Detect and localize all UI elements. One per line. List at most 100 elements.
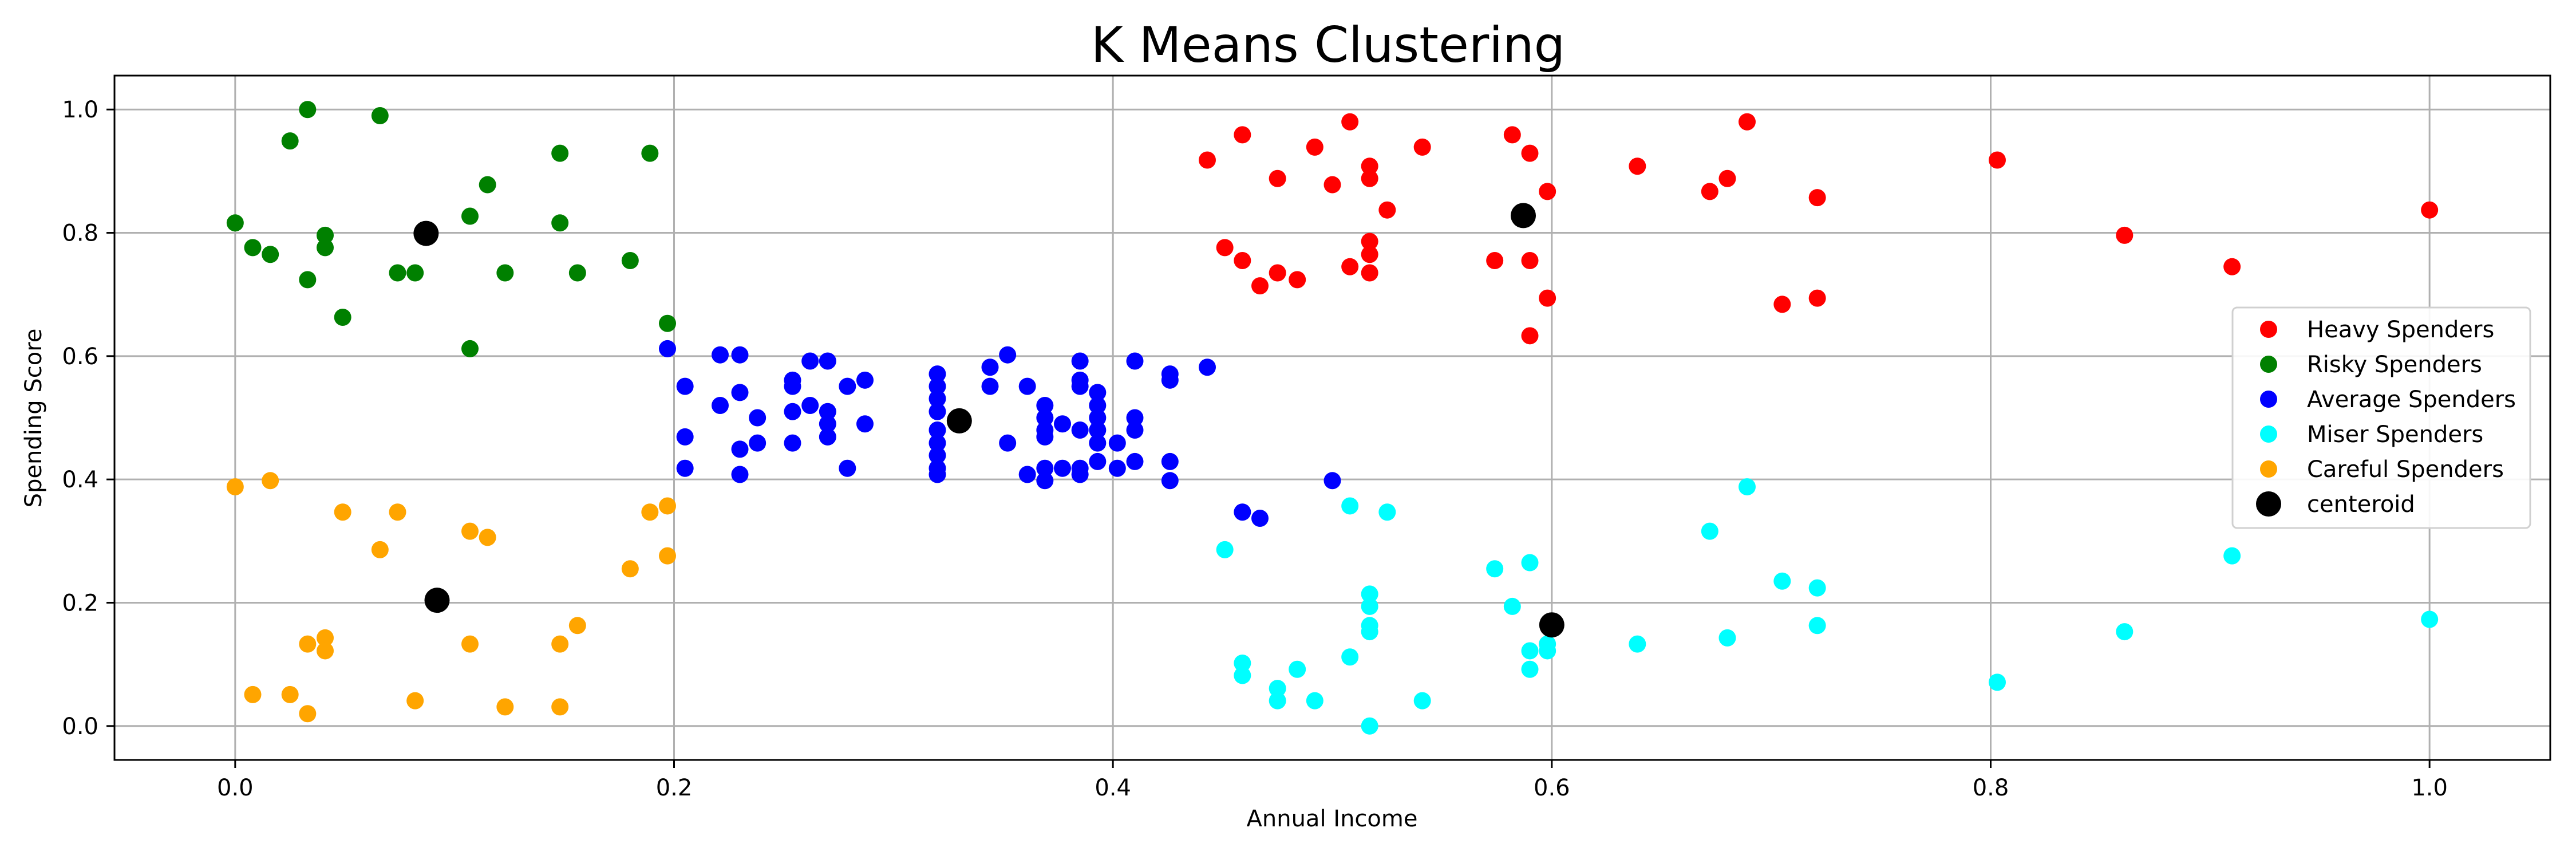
x-tick-label: 0.4 bbox=[1095, 775, 1131, 801]
data-point bbox=[1161, 472, 1179, 490]
data-point bbox=[244, 685, 262, 703]
data-point bbox=[1341, 648, 1359, 666]
data-point bbox=[1521, 554, 1539, 572]
data-point bbox=[479, 176, 496, 194]
centeroid-point bbox=[413, 220, 439, 246]
data-point bbox=[1036, 459, 1054, 477]
legend-marker-heavy-spenders bbox=[2260, 321, 2277, 338]
data-point bbox=[551, 698, 569, 716]
data-point bbox=[1234, 667, 1251, 684]
data-point bbox=[299, 271, 317, 289]
data-point bbox=[1361, 717, 1378, 735]
data-point bbox=[981, 358, 999, 376]
data-point bbox=[226, 478, 244, 496]
data-point bbox=[1808, 617, 1826, 635]
data-point bbox=[1361, 170, 1378, 187]
data-point bbox=[676, 377, 694, 395]
data-point bbox=[1089, 384, 1107, 401]
data-point bbox=[1251, 509, 1269, 527]
data-point bbox=[262, 246, 279, 263]
data-point bbox=[389, 503, 406, 521]
centeroid-point bbox=[1511, 203, 1536, 228]
legend-label-miser-spenders: Miser Spenders bbox=[2307, 421, 2483, 448]
data-point bbox=[1808, 289, 1826, 307]
data-point bbox=[2116, 226, 2134, 244]
series-heavy-spenders bbox=[1199, 113, 2439, 345]
data-point bbox=[1701, 522, 1718, 540]
data-point bbox=[1306, 692, 1323, 710]
data-point bbox=[1269, 264, 1286, 282]
x-tick-label: 1.0 bbox=[2411, 775, 2448, 801]
data-point bbox=[299, 705, 317, 723]
series-average-spenders bbox=[659, 340, 1341, 527]
data-point bbox=[406, 264, 424, 282]
data-point bbox=[1269, 680, 1286, 698]
data-point bbox=[1773, 572, 1791, 590]
legend-marker-careful-spenders bbox=[2260, 460, 2277, 478]
series-centeroid bbox=[413, 203, 1564, 638]
data-point bbox=[1054, 459, 1071, 477]
legend-marker-risky-spenders bbox=[2260, 356, 2277, 373]
plot-frame bbox=[113, 74, 2551, 761]
data-point bbox=[1018, 377, 1036, 395]
data-point bbox=[1161, 371, 1179, 389]
data-point bbox=[1808, 189, 1826, 207]
centeroid-point bbox=[424, 588, 450, 613]
data-point bbox=[731, 346, 749, 364]
y-tick-label: 0.2 bbox=[62, 590, 98, 616]
chart-legend: Heavy Spenders Risky Spenders Average Spen… bbox=[2231, 306, 2531, 529]
data-point bbox=[1361, 264, 1378, 282]
data-point bbox=[1539, 642, 1556, 660]
data-point bbox=[1323, 176, 1341, 194]
data-point bbox=[389, 264, 406, 282]
legend-box bbox=[2231, 306, 2531, 529]
data-point bbox=[1269, 692, 1286, 710]
data-point bbox=[551, 635, 569, 653]
legend-marker-miser-spenders bbox=[2260, 425, 2277, 443]
data-point bbox=[659, 547, 676, 565]
data-point bbox=[299, 101, 317, 119]
data-point bbox=[1089, 452, 1107, 470]
y-tick-label: 0.8 bbox=[62, 220, 98, 247]
data-point bbox=[1486, 560, 1504, 578]
data-point bbox=[819, 428, 836, 446]
data-point bbox=[1161, 452, 1179, 470]
data-point bbox=[1361, 157, 1378, 175]
data-point bbox=[461, 207, 479, 225]
data-point bbox=[2223, 258, 2241, 275]
chart-title: K Means Clustering bbox=[1091, 17, 1565, 74]
data-point bbox=[1739, 478, 1756, 496]
data-point bbox=[1216, 239, 1234, 257]
data-point bbox=[819, 352, 836, 370]
data-point bbox=[461, 635, 479, 653]
data-point bbox=[1071, 352, 1089, 370]
data-point bbox=[1521, 251, 1539, 269]
data-point bbox=[1341, 258, 1359, 275]
data-point bbox=[749, 434, 767, 452]
data-point bbox=[641, 144, 659, 162]
data-point bbox=[929, 421, 946, 439]
data-point bbox=[317, 239, 334, 257]
legend-label-risky-spenders: Risky Spenders bbox=[2307, 352, 2482, 378]
data-point bbox=[1341, 113, 1359, 131]
data-point bbox=[1521, 144, 1539, 162]
data-point bbox=[461, 522, 479, 540]
y-tick-label: 0.0 bbox=[62, 714, 98, 740]
data-point bbox=[2421, 201, 2439, 219]
legend-label-careful-spenders: Careful Spenders bbox=[2307, 456, 2504, 483]
data-point bbox=[1323, 472, 1341, 490]
data-point bbox=[1071, 377, 1089, 395]
centeroid-point bbox=[946, 408, 972, 434]
data-point bbox=[784, 377, 801, 395]
data-point bbox=[712, 396, 729, 414]
data-point bbox=[1036, 472, 1054, 490]
legend-label-centeroid: centeroid bbox=[2307, 491, 2415, 518]
data-point bbox=[712, 346, 729, 364]
scatter-points bbox=[226, 101, 2439, 735]
data-point bbox=[568, 617, 586, 635]
data-point bbox=[496, 264, 514, 282]
data-point bbox=[1378, 503, 1396, 521]
data-point bbox=[856, 415, 874, 433]
data-point bbox=[1234, 503, 1251, 521]
